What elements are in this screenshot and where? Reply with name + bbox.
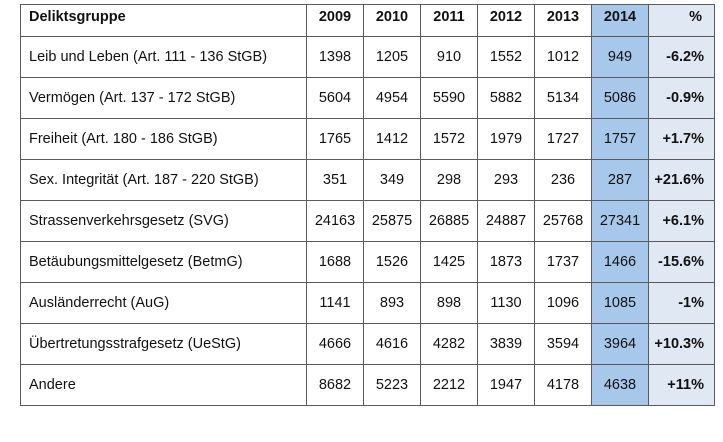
cell-year-2012: 1979 — [477, 118, 535, 160]
header-year-2014: 2014 — [591, 4, 649, 37]
cell-year-2014: 1466 — [591, 241, 649, 283]
cell-year-2013: 1012 — [534, 36, 592, 78]
row-label: Sex. Integrität (Art. 187 - 220 StGB) — [20, 159, 307, 201]
cell-year-2014: 949 — [591, 36, 649, 78]
cell-percent-change: +11% — [648, 364, 715, 406]
cell-year-2012: 24887 — [477, 200, 535, 242]
cell-percent-change: +21.6% — [648, 159, 715, 201]
cell-year-2014: 287 — [591, 159, 649, 201]
cell-year-2012: 3839 — [477, 323, 535, 365]
table-row: Übertretungsstrafgesetz (UeStG) 4666 4616 4… — [20, 323, 715, 365]
cell-year-2010: 349 — [363, 159, 421, 201]
row-label: Strassenverkehrsgesetz (SVG) — [20, 200, 307, 242]
cell-year-2012: 1947 — [477, 364, 535, 406]
cell-year-2009: 24163 — [306, 200, 364, 242]
cell-year-2012: 5882 — [477, 77, 535, 119]
table-row: Ausländerrecht (AuG) 1141 893 898 1130 1096 10… — [20, 282, 715, 324]
row-label: Leib und Leben (Art. 111 - 136 StGB) — [20, 36, 307, 78]
cell-year-2011: 298 — [420, 159, 478, 201]
cell-percent-change: -15.6% — [648, 241, 715, 283]
cell-year-2012: 1130 — [477, 282, 535, 324]
cell-year-2014: 1085 — [591, 282, 649, 324]
cell-year-2013: 4178 — [534, 364, 592, 406]
table-row: Freiheit (Art. 180 - 186 StGB) 1765 1412 15… — [20, 118, 715, 160]
cell-year-2010: 1205 — [363, 36, 421, 78]
cell-percent-change: +6.1% — [648, 200, 715, 242]
cell-year-2013: 3594 — [534, 323, 592, 365]
table-row: Vermögen (Art. 137 - 172 StGB) 5604 4954 55… — [20, 77, 715, 119]
cell-percent-change: -6.2% — [648, 36, 715, 78]
cell-year-2014: 27341 — [591, 200, 649, 242]
cell-year-2013: 1096 — [534, 282, 592, 324]
cell-year-2014: 5086 — [591, 77, 649, 119]
cell-year-2010: 4616 — [363, 323, 421, 365]
row-label: Andere — [20, 364, 307, 406]
row-label: Übertretungsstrafgesetz (UeStG) — [20, 323, 307, 365]
row-label: Ausländerrecht (AuG) — [20, 282, 307, 324]
cell-year-2010: 893 — [363, 282, 421, 324]
cell-percent-change: +10.3% — [648, 323, 715, 365]
cell-year-2013: 25768 — [534, 200, 592, 242]
cell-year-2009: 1398 — [306, 36, 364, 78]
cell-year-2013: 1737 — [534, 241, 592, 283]
header-year-2010: 2010 — [363, 4, 421, 37]
header-row: Deliktsgruppe 2009 2010 2011 2012 2013 2… — [20, 4, 715, 37]
cell-year-2014: 4638 — [591, 364, 649, 406]
cell-year-2010: 5223 — [363, 364, 421, 406]
table-row: Strassenverkehrsgesetz (SVG) 24163 25875 26… — [20, 200, 715, 242]
cell-year-2013: 5134 — [534, 77, 592, 119]
row-label: Betäubungsmittelgesetz (BetmG) — [20, 241, 307, 283]
cell-year-2009: 8682 — [306, 364, 364, 406]
cell-year-2011: 1572 — [420, 118, 478, 160]
cell-percent-change: -0.9% — [648, 77, 715, 119]
cell-year-2009: 4666 — [306, 323, 364, 365]
cell-year-2011: 2212 — [420, 364, 478, 406]
cell-year-2011: 26885 — [420, 200, 478, 242]
cell-year-2009: 351 — [306, 159, 364, 201]
table-row: Leib und Leben (Art. 111 - 136 StGB) 1398… — [20, 36, 715, 78]
table-row: Andere 8682 5223 2212 1947 4178 4638 +11% — [20, 364, 715, 406]
cell-year-2011: 5590 — [420, 77, 478, 119]
table-row: Betäubungsmittelgesetz (BetmG) 1688 1526 14… — [20, 241, 715, 283]
cell-year-2012: 1873 — [477, 241, 535, 283]
cell-year-2012: 293 — [477, 159, 535, 201]
cell-year-2010: 1412 — [363, 118, 421, 160]
cell-year-2012: 1552 — [477, 36, 535, 78]
header-year-2012: 2012 — [477, 4, 535, 37]
cell-year-2009: 1141 — [306, 282, 364, 324]
cell-year-2011: 910 — [420, 36, 478, 78]
cell-year-2014: 3964 — [591, 323, 649, 365]
header-year-2009: 2009 — [306, 4, 364, 37]
cell-year-2011: 4282 — [420, 323, 478, 365]
crime-statistics-table: Deliktsgruppe 2009 2010 2011 2012 2013 2… — [20, 4, 715, 406]
cell-year-2010: 1526 — [363, 241, 421, 283]
cell-year-2011: 1425 — [420, 241, 478, 283]
header-year-2011: 2011 — [420, 4, 478, 37]
row-label: Vermögen (Art. 137 - 172 StGB) — [20, 77, 307, 119]
header-year-2013: 2013 — [534, 4, 592, 37]
cell-year-2009: 5604 — [306, 77, 364, 119]
header-deliktsgruppe: Deliktsgruppe — [20, 4, 307, 37]
cell-year-2013: 1727 — [534, 118, 592, 160]
cell-year-2013: 236 — [534, 159, 592, 201]
cell-year-2009: 1688 — [306, 241, 364, 283]
cell-percent-change: -1% — [648, 282, 715, 324]
cell-year-2010: 25875 — [363, 200, 421, 242]
cell-year-2009: 1765 — [306, 118, 364, 160]
cell-year-2014: 1757 — [591, 118, 649, 160]
cell-year-2010: 4954 — [363, 77, 421, 119]
cell-percent-change: +1.7% — [648, 118, 715, 160]
table-row: Sex. Integrität (Art. 187 - 220 StGB) 351… — [20, 159, 715, 201]
row-label: Freiheit (Art. 180 - 186 StGB) — [20, 118, 307, 160]
cell-year-2011: 898 — [420, 282, 478, 324]
header-percent: % — [648, 4, 715, 37]
